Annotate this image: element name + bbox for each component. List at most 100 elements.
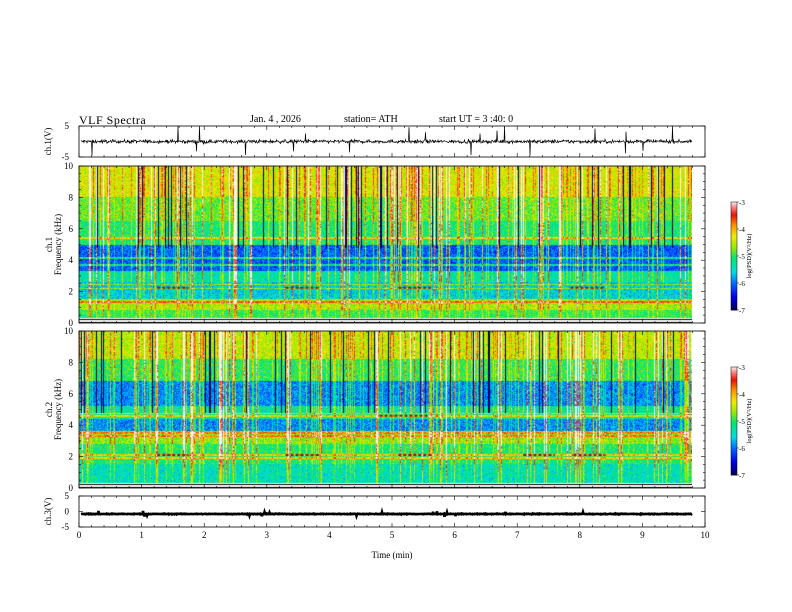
colorbar-segment [731,302,737,305]
y-axis-label-channel: ch.1 [44,237,54,252]
colorbar-segment [731,274,737,277]
colorbar-segment [731,372,737,375]
colorbar-segment [731,202,737,205]
colorbar-segment [731,239,737,242]
x-tick-label: 1 [139,530,144,540]
colorbar-segment [731,370,737,373]
colorbar-segment [731,426,737,429]
colorbar-segment [731,205,737,208]
colorbar-segment [731,225,737,228]
colorbar-segment [731,412,737,415]
colorbar-segment [731,428,737,431]
colorbar-tick-label: -7 [739,472,745,480]
colorbar-segment [731,275,737,278]
colorbar-segment [731,238,737,241]
colorbar-segment [731,277,737,280]
colorbar-segment [731,270,737,273]
colorbar-segment [731,257,737,260]
colorbar-segment [731,254,737,257]
colorbar-segment [731,223,737,226]
colorbar-segment [731,394,737,397]
y-tick-label: 8 [69,357,74,367]
colorbar-segment [731,379,737,382]
colorbar-segment [731,268,737,271]
x-tick-label: 4 [327,530,332,540]
y-axis-label-waveform: ch.1(V) [43,128,53,156]
y-tick-label: 0 [69,318,74,328]
colorbar-segment [731,209,737,212]
colorbar-segment [731,261,737,264]
colorbar-segment [731,377,737,380]
colorbar-segment [731,446,737,449]
y-tick-label: -5 [62,522,70,532]
colorbar-segment [731,421,737,424]
colorbar-segment [731,466,737,469]
y-axis-label-waveform: ch.3(V) [43,498,53,526]
colorbar-segment [731,430,737,433]
colorbar-segment [731,230,737,233]
y-tick-label: 10 [64,326,74,336]
colorbar-segment [731,293,737,296]
colorbar-segment [731,220,737,223]
colorbar-segment [731,469,737,472]
colorbar-tick-label: -6 [739,445,745,453]
colorbar-segment [731,245,737,248]
colorbar-segment [731,368,737,371]
y-tick-label: 0 [65,507,70,517]
ch1-waveform-line [80,125,693,156]
colorbar-label: log(PSD)(V²/Hz) [746,399,753,444]
colorbar-tick-label: -5 [739,418,745,426]
colorbar-segment [731,457,737,460]
ch3-waveform-line [80,507,693,521]
colorbar-segment [731,250,737,253]
colorbar-segment [731,401,737,404]
y-tick-label: 0 [69,483,74,493]
colorbar-tick-label: -7 [739,307,745,315]
y-tick-label: 4 [69,420,74,430]
colorbar-segment [731,299,737,302]
spectrogram-images [79,166,692,488]
x-axis-label: Time (min) [372,550,413,560]
y-tick-label: 5 [65,121,70,131]
colorbar-tick-label: -6 [739,280,745,288]
colorbar-segment [731,433,737,436]
x-tick-label: 5 [390,530,395,540]
colorbar-segment [731,216,737,219]
y-tick-label: 8 [69,192,74,202]
colorbar-segment [731,399,737,402]
colorbar-tick-label: -4 [739,226,745,234]
x-tick-label: 0 [77,530,82,540]
colorbar-segment [731,227,737,230]
colorbar-segment [731,248,737,251]
colorbar-segment [731,288,737,291]
colorbar-segment [731,442,737,445]
colorbar-segment [731,306,737,309]
colorbar-segment [731,440,737,443]
colorbar-tick-label: -5 [739,253,745,261]
colorbar-segment [731,211,737,214]
colorbar-segment [731,435,737,438]
colorbar-segment [731,295,737,298]
x-tick-label: 9 [640,530,645,540]
colorbar-segment [731,297,737,300]
colorbar-segment [731,301,737,304]
colorbar-segment [731,392,737,395]
y-tick-label: 5 [65,491,70,501]
colorbar-segment [731,410,737,413]
colorbar-segment [731,460,737,463]
colorbar-segment [731,458,737,461]
colorbar-segment [731,247,737,250]
x-tick-label: 7 [515,530,520,540]
colorbar-segment [731,272,737,275]
y-axis-label-channel: ch.2 [44,402,54,417]
colorbar-label: log(PSD)(V²/Hz) [746,234,753,279]
colorbar-segment [731,413,737,416]
colorbar-tick-label: -3 [739,199,745,207]
colorbar-tick-label: -3 [739,364,745,372]
y-axis-label-frequency: Frequency (kHz) [53,214,63,275]
x-tick-label: 10 [701,530,711,540]
colorbar-segment [731,203,737,206]
colorbar-segment [731,386,737,389]
